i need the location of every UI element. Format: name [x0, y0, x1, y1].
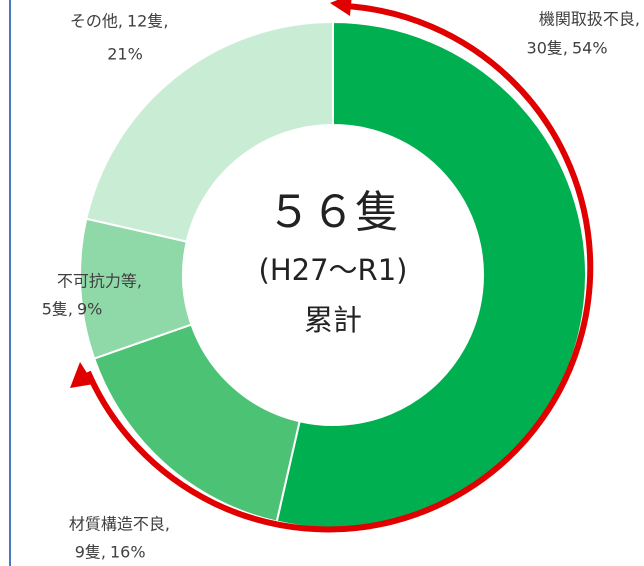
percent-label: 54% — [572, 39, 608, 58]
value-label: 5隻, — [42, 300, 73, 319]
value-label: 30隻, — [527, 39, 568, 58]
slice-label: その他, — [70, 12, 123, 31]
slice-label: 機関取扱不良, — [539, 10, 640, 29]
center-caption: 累計 — [304, 303, 362, 337]
donut-slice — [85, 20, 334, 243]
donut-slice — [92, 323, 301, 523]
value-label: 12隻, — [127, 12, 168, 31]
percent-label: 21% — [107, 45, 143, 64]
arrow-head — [70, 362, 94, 388]
percent-label: 9% — [77, 300, 102, 319]
value-label: 9隻, — [75, 543, 106, 562]
donut — [79, 20, 587, 529]
center-period: (H27～R1) — [259, 253, 408, 287]
percent-label: 16% — [110, 543, 146, 562]
arrow-arc — [85, 3, 594, 533]
arrow-head — [330, 0, 352, 16]
slice-label: 不可抗力等, — [57, 272, 142, 291]
slice-label: 材質構造不良, — [69, 515, 170, 534]
center-total: ５６隻 — [267, 187, 399, 238]
